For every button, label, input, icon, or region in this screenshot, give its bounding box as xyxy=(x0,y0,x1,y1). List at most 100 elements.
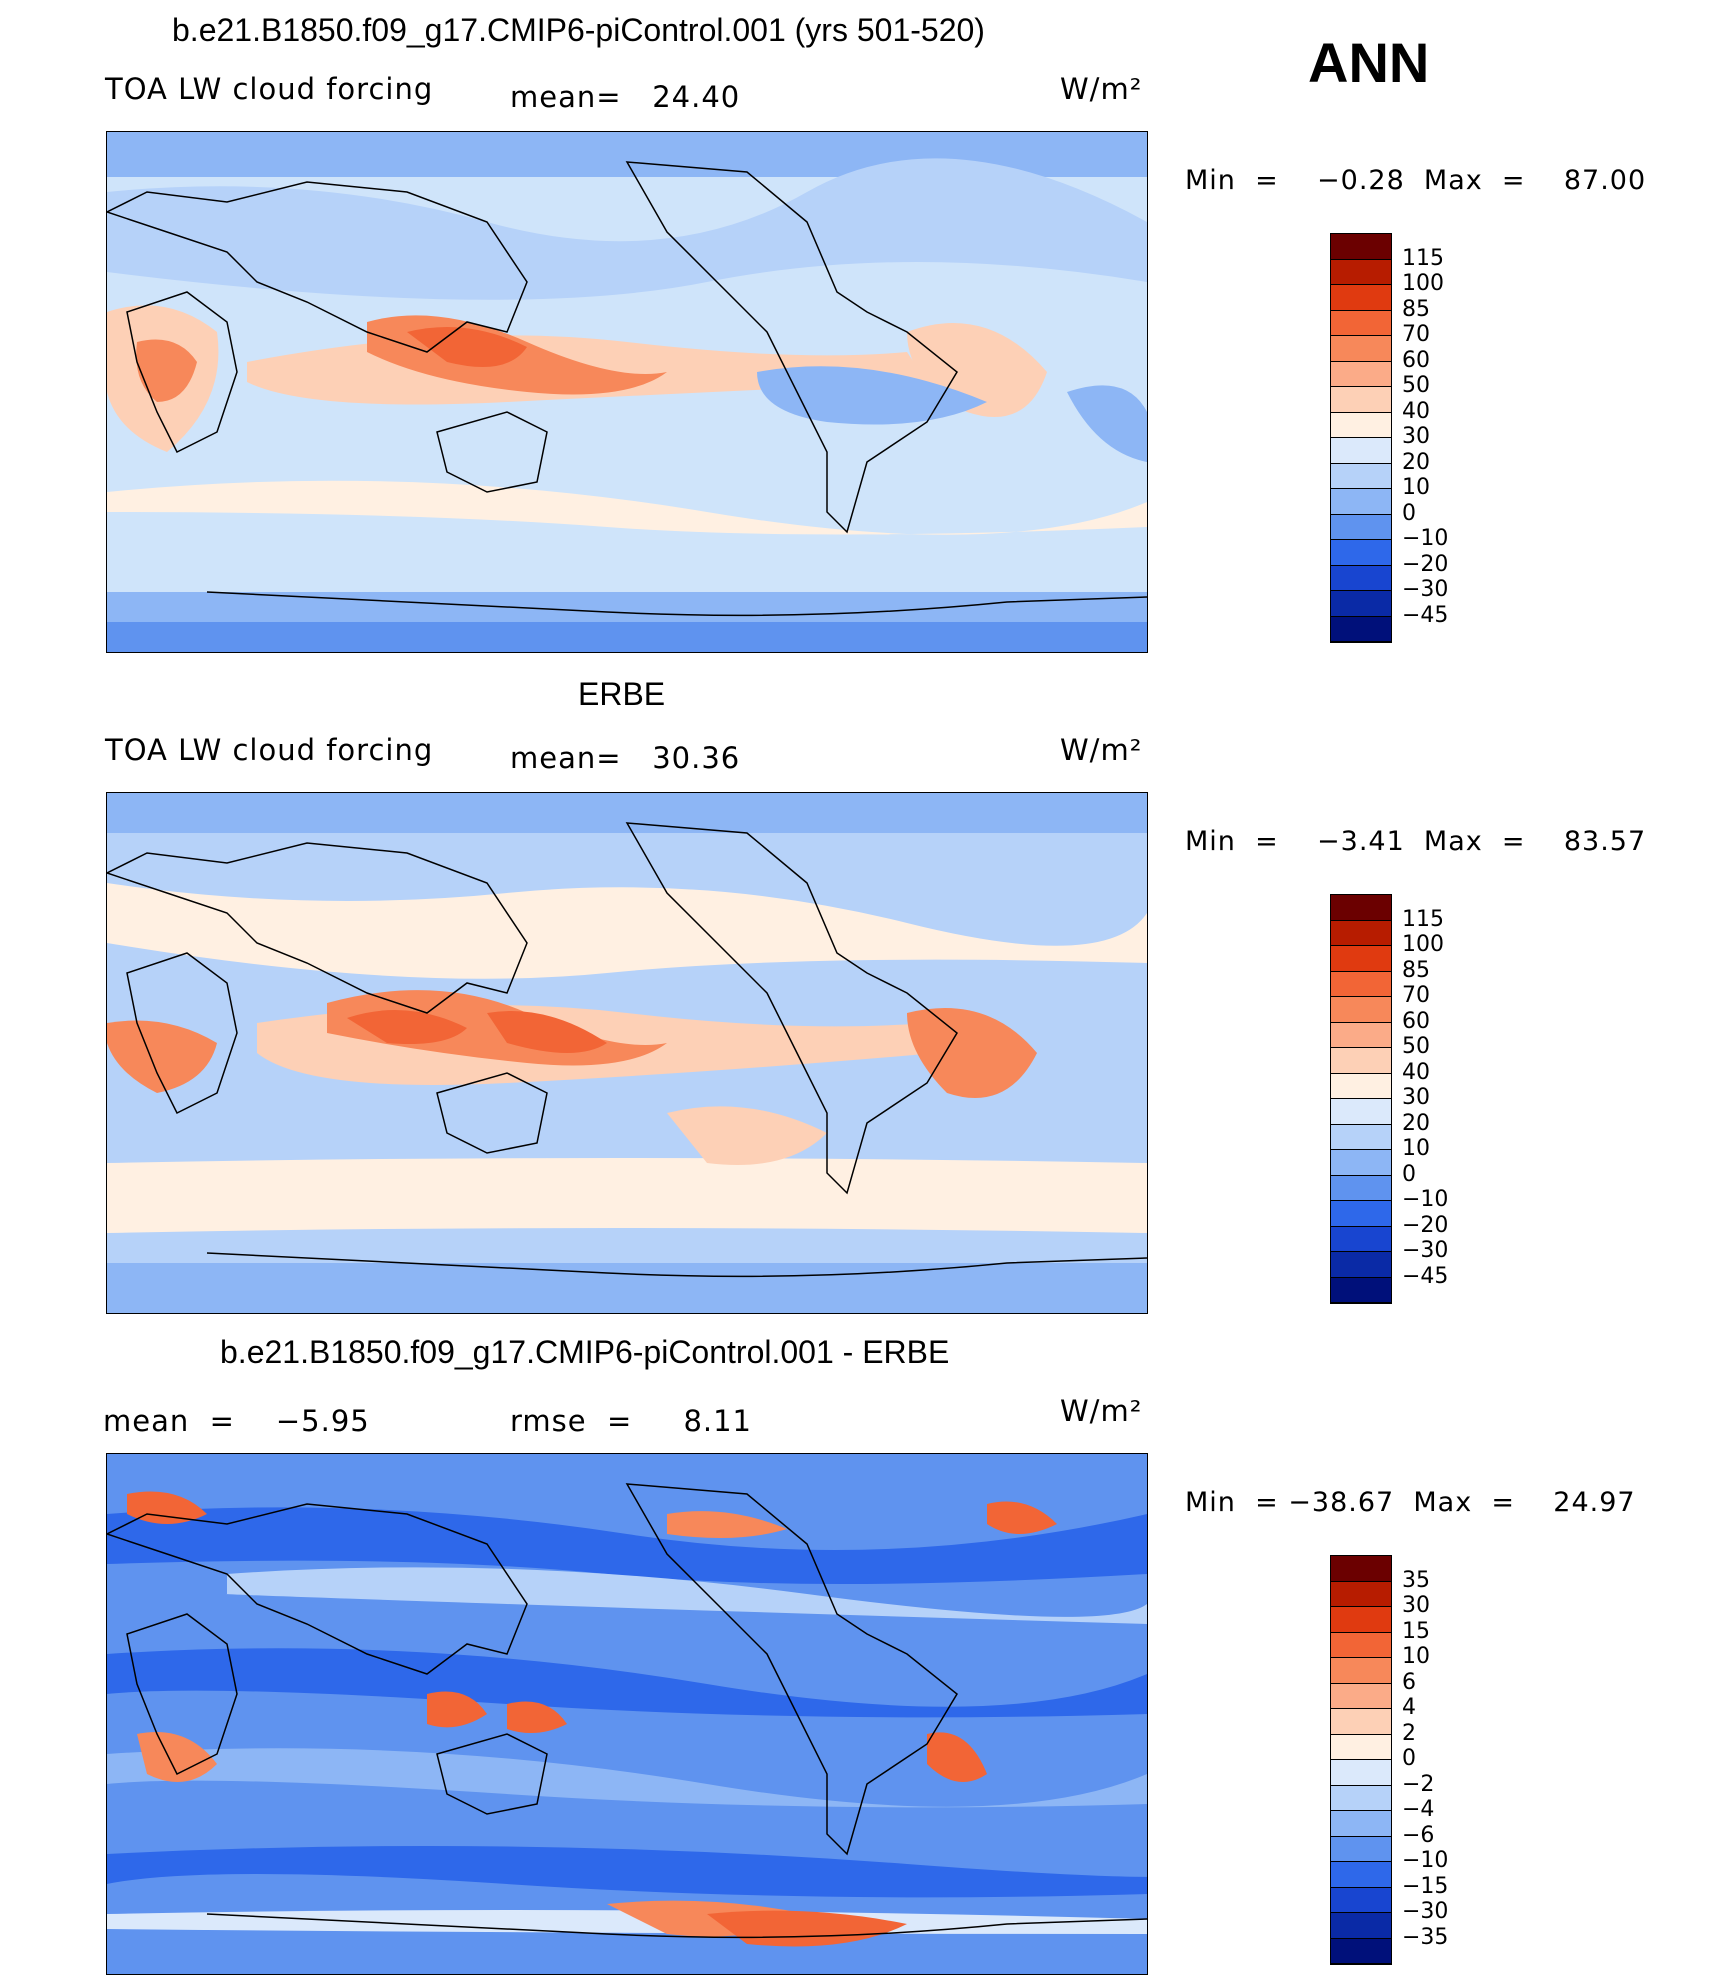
colorbar-label: 85 xyxy=(1402,957,1430,983)
colorbar-segment xyxy=(1331,285,1391,311)
colorbar-label: 40 xyxy=(1402,398,1430,424)
panel3-title: b.e21.B1850.f09_g17.CMIP6-piControl.001 … xyxy=(220,1334,950,1370)
colorbar-label: −45 xyxy=(1402,602,1449,628)
colorbar-segment xyxy=(1331,1658,1391,1684)
colorbar-segment xyxy=(1331,616,1391,642)
panel2-variable: TOA LW cloud forcing xyxy=(105,733,434,767)
colorbar-segment xyxy=(1331,1887,1391,1913)
colorbar-label: −10 xyxy=(1402,526,1449,551)
colorbar-label: −10 xyxy=(1402,1848,1449,1873)
colorbar-label: 0 xyxy=(1402,1746,1416,1771)
colorbar-label: −20 xyxy=(1402,1212,1449,1238)
colorbar-label: 100 xyxy=(1402,271,1444,296)
colorbar-segment xyxy=(1331,489,1391,515)
colorbar-segment xyxy=(1331,1581,1391,1607)
colorbar-label: 30 xyxy=(1402,424,1430,449)
colorbar-label: −30 xyxy=(1402,1238,1449,1263)
colorbar-segment xyxy=(1331,1099,1391,1125)
colorbar-label: 4 xyxy=(1402,1695,1416,1720)
colorbar-segment xyxy=(1331,1022,1391,1048)
colorbar-segment xyxy=(1331,234,1391,260)
colorbar-segment xyxy=(1331,1760,1391,1786)
panel3-units: W/m² xyxy=(1060,1394,1143,1428)
colorbar-label: 100 xyxy=(1402,932,1444,957)
colorbar-segment xyxy=(1331,971,1391,997)
colorbar-label: −45 xyxy=(1402,1263,1449,1289)
colorbar-segment xyxy=(1331,540,1391,566)
colorbar-segment xyxy=(1331,412,1391,438)
colorbar-segment xyxy=(1331,1734,1391,1760)
panel3-colorbar-box xyxy=(1330,1555,1392,1965)
colorbar-label: 40 xyxy=(1402,1059,1430,1085)
colorbar-segment xyxy=(1331,438,1391,464)
colorbar-label: 60 xyxy=(1402,1008,1430,1034)
colorbar-label: 115 xyxy=(1402,906,1444,932)
colorbar-segment xyxy=(1331,1913,1391,1939)
panel2-minmax: Min = −3.41 Max = 83.57 xyxy=(1185,826,1647,857)
colorbar-segment xyxy=(1331,1277,1391,1303)
colorbar-label: 6 xyxy=(1402,1669,1416,1695)
colorbar-label: 15 xyxy=(1402,1618,1430,1644)
colorbar-segment xyxy=(1331,1226,1391,1252)
colorbar-segment xyxy=(1331,1862,1391,1888)
colorbar-segment xyxy=(1331,310,1391,336)
panel1-minmax: Min = −0.28 Max = 87.00 xyxy=(1185,165,1647,196)
colorbar-segment xyxy=(1331,514,1391,540)
panel2-units: W/m² xyxy=(1060,733,1143,767)
colorbar-label: −30 xyxy=(1402,577,1449,602)
colorbar-label: 115 xyxy=(1402,245,1444,271)
colorbar-label: 85 xyxy=(1402,296,1430,322)
colorbar-label: 70 xyxy=(1402,983,1430,1008)
colorbar-segment xyxy=(1331,361,1391,387)
colorbar-label: 70 xyxy=(1402,322,1430,347)
panel2-colorbar-box xyxy=(1330,894,1392,1304)
colorbar-segment xyxy=(1331,1607,1391,1633)
colorbar-label: −35 xyxy=(1402,1924,1449,1950)
colorbar-segment xyxy=(1331,1938,1391,1964)
colorbar-segment xyxy=(1331,1124,1391,1150)
panel1-title: b.e21.B1850.f09_g17.CMIP6-piControl.001 … xyxy=(172,12,985,48)
colorbar-segment xyxy=(1331,336,1391,362)
colorbar-segment xyxy=(1331,591,1391,617)
colorbar-segment xyxy=(1331,1683,1391,1709)
panel1-map xyxy=(106,131,1148,653)
colorbar-segment xyxy=(1331,1175,1391,1201)
panel3-rmse: rmse = 8.11 xyxy=(510,1404,753,1438)
colorbar-segment xyxy=(1331,1252,1391,1278)
colorbar-label: 10 xyxy=(1402,1644,1430,1669)
colorbar-label: 20 xyxy=(1402,449,1430,475)
colorbar-segment xyxy=(1331,946,1391,972)
season-label: ANN xyxy=(1308,31,1430,94)
colorbar-segment xyxy=(1331,259,1391,285)
colorbar-segment xyxy=(1331,1073,1391,1099)
colorbar-segment xyxy=(1331,997,1391,1023)
colorbar-label: 10 xyxy=(1402,1136,1430,1161)
colorbar-segment xyxy=(1331,565,1391,591)
panel3-map xyxy=(106,1453,1148,1975)
colorbar-label: −30 xyxy=(1402,1899,1449,1924)
colorbar-label: −4 xyxy=(1402,1797,1435,1822)
panel2-map xyxy=(106,792,1148,1314)
panel1-mean: mean= 24.40 xyxy=(510,80,741,114)
colorbar-label: 2 xyxy=(1402,1720,1416,1746)
panel1-variable: TOA LW cloud forcing xyxy=(105,72,434,106)
colorbar-segment xyxy=(1331,1709,1391,1735)
colorbar-segment xyxy=(1331,895,1391,921)
panel2-mean: mean= 30.36 xyxy=(510,741,741,775)
colorbar-segment xyxy=(1331,920,1391,946)
panel1-units: W/m² xyxy=(1060,72,1143,106)
colorbar-segment xyxy=(1331,1785,1391,1811)
colorbar-label: 60 xyxy=(1402,347,1430,373)
colorbar-label: 20 xyxy=(1402,1110,1430,1136)
colorbar-label: −2 xyxy=(1402,1771,1435,1797)
colorbar-segment xyxy=(1331,1811,1391,1837)
panel3-minmax: Min = −38.67 Max = 24.97 xyxy=(1185,1487,1636,1518)
panel2-title: ERBE xyxy=(578,676,666,712)
colorbar-label: −20 xyxy=(1402,551,1449,577)
colorbar-label: 50 xyxy=(1402,1034,1430,1059)
panel3-mean: mean = −5.95 xyxy=(103,1404,370,1438)
colorbar-label: 30 xyxy=(1402,1085,1430,1110)
colorbar-label: 50 xyxy=(1402,373,1430,398)
colorbar-segment xyxy=(1331,1201,1391,1227)
colorbar-label: −6 xyxy=(1402,1822,1435,1848)
